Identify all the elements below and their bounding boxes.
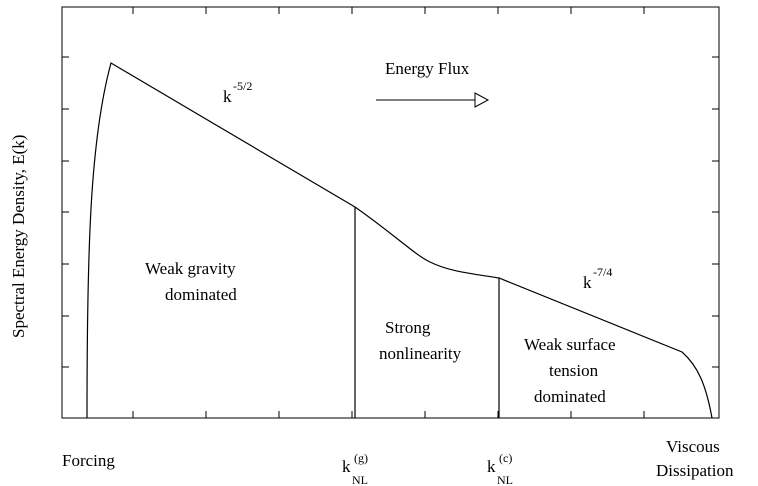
svg-text:k: k: [583, 273, 592, 292]
svg-text:(c): (c): [499, 451, 512, 465]
x-tick-label-knl-capillary: k (c) NL: [487, 451, 513, 486]
viscous-label: Viscous: [666, 437, 720, 456]
svg-text:Weak surface: Weak surface: [524, 335, 616, 354]
svg-text:Weak gravity: Weak gravity: [145, 259, 236, 278]
energy-spectrum-curve: [86, 62, 713, 419]
axis-ticks: [62, 7, 719, 418]
svg-text:(g): (g): [354, 451, 368, 465]
svg-text:k: k: [223, 87, 232, 106]
svg-text:-5/2: -5/2: [233, 79, 252, 93]
region-weak-surface-tension: Weak surface tension dominated: [524, 335, 616, 406]
region-strong-nonlinearity: Strong nonlinearity: [379, 318, 462, 363]
slope-label-gravity: k -5/2: [223, 79, 252, 106]
svg-text:k: k: [342, 457, 351, 476]
dissipation-label: Dissipation: [656, 461, 734, 480]
energy-flux-label: Energy Flux: [385, 59, 470, 78]
region-weak-gravity: Weak gravity dominated: [145, 259, 237, 304]
svg-text:NL: NL: [352, 473, 368, 486]
svg-text:dominated: dominated: [534, 387, 606, 406]
svg-text:-7/4: -7/4: [593, 265, 612, 279]
svg-text:Strong: Strong: [385, 318, 431, 337]
energy-flux-arrow: [376, 92, 490, 108]
svg-text:nonlinearity: nonlinearity: [379, 344, 462, 363]
svg-text:k: k: [487, 457, 496, 476]
svg-text:NL: NL: [497, 473, 513, 486]
slope-label-capillary: k -7/4: [583, 265, 612, 292]
forcing-label: Forcing: [62, 451, 115, 470]
svg-text:dominated: dominated: [165, 285, 237, 304]
y-axis-label: Spectral Energy Density, E(k): [9, 135, 28, 338]
svg-text:tension: tension: [549, 361, 599, 380]
x-tick-label-knl-gravity: k (g) NL: [342, 451, 368, 486]
